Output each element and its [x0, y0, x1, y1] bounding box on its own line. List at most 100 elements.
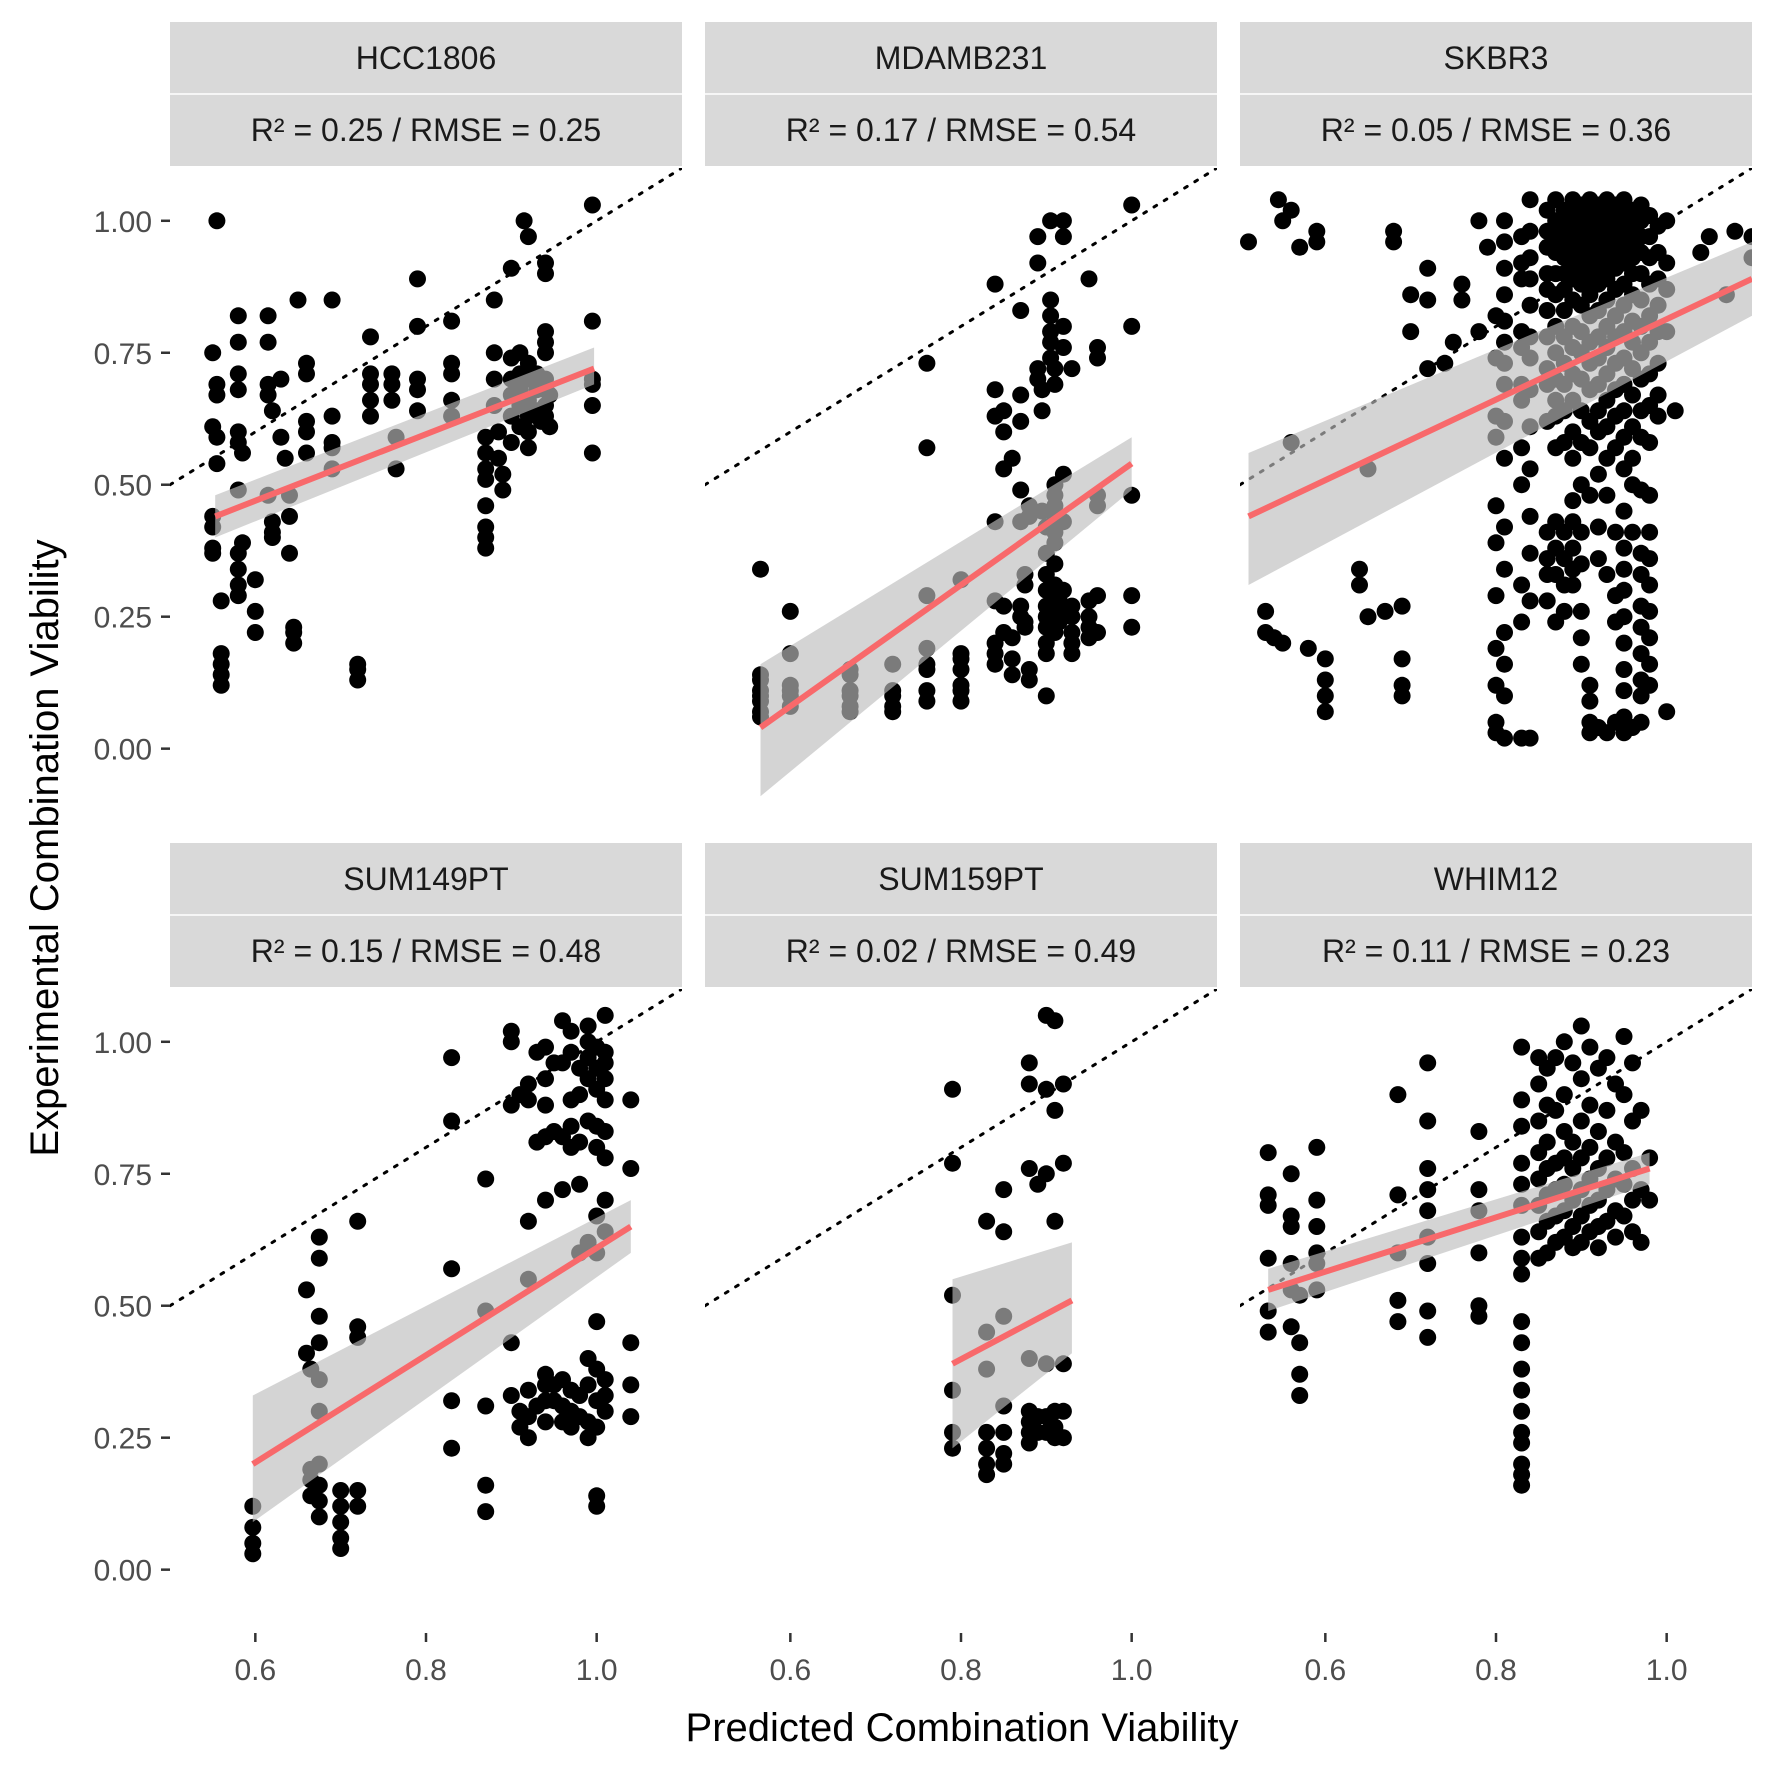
panel-mdamb231-fit-line [758, 461, 1134, 730]
data-point [443, 1049, 461, 1067]
data-point [1564, 539, 1582, 557]
data-point [519, 1212, 537, 1230]
data-point [1496, 449, 1513, 467]
data-point [1037, 645, 1055, 663]
data-point [1641, 576, 1659, 594]
data-point [1291, 1334, 1309, 1352]
panel-sum149pt-confidence-band [252, 1200, 631, 1523]
y-tick-label: 1.00 [94, 1027, 152, 1060]
data-point [1282, 1165, 1300, 1183]
data-point [1538, 592, 1556, 610]
data-point [519, 228, 537, 246]
data-point [1538, 302, 1556, 319]
x-tick-label: 0.8 [405, 1654, 447, 1687]
data-point [1641, 1191, 1659, 1209]
data-point [1521, 460, 1539, 478]
y-tick-label: 0.75 [94, 1159, 152, 1192]
data-point [1555, 1086, 1573, 1104]
data-point [952, 692, 970, 710]
data-point [1624, 523, 1641, 541]
data-point [1572, 1017, 1590, 1035]
data-point [1316, 671, 1334, 689]
data-point [443, 1439, 461, 1457]
data-point [1259, 1196, 1277, 1214]
data-point [579, 1017, 597, 1035]
data-point [1419, 291, 1437, 309]
data-point [1743, 228, 1752, 246]
data-point [1042, 307, 1060, 325]
data-point [494, 465, 512, 483]
data-point [541, 418, 559, 436]
data-point [1564, 492, 1582, 510]
data-point [1020, 1160, 1038, 1177]
data-point [1632, 1101, 1650, 1119]
data-point [1240, 233, 1257, 251]
data-point [1615, 1144, 1633, 1162]
data-point [1282, 1218, 1300, 1235]
data-point [1496, 286, 1513, 304]
panel-whim12: WHIM12 R² = 0.11 / RMSE = 0.23 [1240, 843, 1752, 1494]
data-point [1572, 1112, 1590, 1130]
x-tick-label: 0.8 [1475, 1654, 1517, 1687]
panel-sum159pt: SUM159PT R² = 0.02 / RMSE = 0.49 [705, 843, 1217, 1484]
data-point [281, 507, 298, 525]
data-point [1003, 629, 1021, 647]
data-point [443, 1260, 461, 1278]
data-point [298, 1281, 315, 1299]
data-point [1282, 201, 1300, 219]
panel-whim12-points [1259, 1017, 1659, 1494]
data-point [571, 1175, 589, 1193]
data-point [1037, 1165, 1055, 1183]
data-point [1042, 212, 1060, 230]
panel-hcc1806-stat-label: R² = 0.25 / RMSE = 0.25 [251, 112, 601, 148]
data-point [263, 529, 281, 546]
data-point [1607, 1228, 1624, 1246]
data-point [1389, 1291, 1407, 1309]
data-point [978, 1466, 996, 1484]
panel-sum159pt-identity-line [705, 989, 1217, 1308]
panel-hcc1806-identity-line [170, 168, 682, 487]
data-point [1419, 1054, 1437, 1072]
data-point [1658, 703, 1676, 721]
data-point [259, 386, 277, 404]
panel-whim12-strip-name [1240, 843, 1752, 915]
data-point [332, 1497, 350, 1515]
data-point [1054, 317, 1072, 335]
data-point [622, 1376, 640, 1394]
panel-hcc1806-points [204, 196, 601, 694]
data-point [1513, 1249, 1531, 1267]
data-point [362, 391, 379, 409]
panel-skbr3: SKBR3 R² = 0.05 / RMSE = 0.36 [1240, 22, 1752, 747]
data-point [229, 307, 247, 325]
data-point [1316, 650, 1334, 668]
data-point [918, 439, 936, 457]
data-point [1496, 518, 1513, 536]
data-point [1046, 1101, 1064, 1119]
data-point [1269, 191, 1287, 209]
data-point [1037, 1080, 1055, 1098]
panel-sum159pt-strip-name [705, 843, 1217, 915]
data-point [1063, 608, 1081, 626]
data-point [477, 444, 495, 462]
data-point [986, 275, 1004, 293]
y-tick-label: 0.50 [94, 470, 152, 503]
data-point [1513, 1175, 1531, 1193]
data-point [1581, 1138, 1599, 1156]
data-point [1496, 233, 1513, 251]
data-point [519, 1075, 537, 1093]
data-point [537, 265, 554, 283]
data-point [1419, 1202, 1437, 1220]
data-point [502, 1033, 520, 1051]
data-point [1641, 655, 1659, 673]
data-point [1700, 228, 1718, 246]
data-point [1513, 476, 1531, 494]
data-point [1521, 222, 1539, 240]
panel-mdamb231-identity-line [705, 168, 1217, 487]
data-point [263, 402, 281, 420]
data-point [1259, 1249, 1277, 1267]
data-point [494, 481, 512, 499]
data-point [583, 196, 601, 214]
data-point [1389, 1313, 1407, 1331]
data-point [579, 1376, 597, 1394]
data-point [1351, 576, 1368, 594]
